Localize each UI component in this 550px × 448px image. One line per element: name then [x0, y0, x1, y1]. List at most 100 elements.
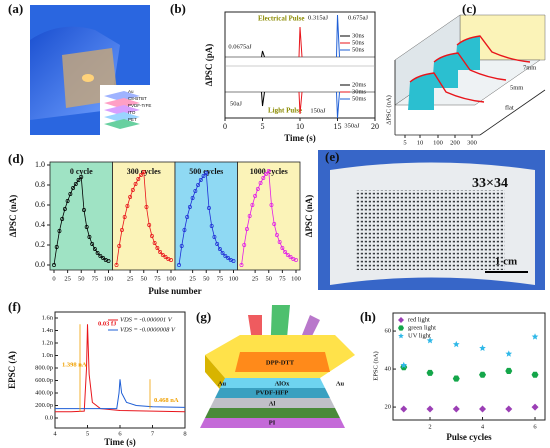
data-point	[479, 405, 487, 413]
data-point	[288, 255, 293, 259]
x-tick-label: 10	[417, 139, 424, 146]
data-point	[217, 247, 222, 251]
data-point	[505, 350, 513, 357]
data-point	[144, 205, 149, 209]
pulse-spike	[336, 91, 340, 119]
layer-label: PI	[269, 419, 276, 426]
subpanel-bg	[237, 161, 301, 271]
x-tick-label: 50	[266, 275, 273, 282]
series-line	[55, 379, 186, 410]
data-point	[242, 243, 247, 247]
pulse-spike	[336, 14, 340, 58]
y-axis-title: EPSC (nA)	[372, 351, 379, 380]
pulse-spike	[261, 91, 265, 107]
data-point	[531, 333, 539, 340]
data-point	[452, 375, 460, 382]
data-point	[253, 194, 258, 198]
data-point	[185, 215, 190, 219]
data-point	[87, 235, 92, 239]
data-point	[84, 225, 89, 229]
data-point	[505, 405, 513, 413]
layer-label: Au	[218, 380, 227, 387]
data-point	[196, 183, 201, 187]
x-tick-label: 8	[183, 430, 186, 437]
series-label: 7mm	[523, 64, 536, 71]
annotation: 150aJ	[310, 107, 326, 114]
legend-marker	[398, 333, 404, 339]
annotation: 0.03 fJ	[98, 321, 117, 328]
data-point	[294, 258, 298, 262]
layer-label: PVDF-HFP	[256, 389, 289, 396]
x-tick-label: 100	[166, 275, 176, 282]
data-point	[193, 189, 198, 193]
data-point	[160, 253, 165, 257]
data-point	[255, 187, 260, 191]
layer-label: Au	[336, 380, 345, 387]
y-tick-label: 1.6n	[42, 314, 54, 321]
data-point	[79, 175, 84, 179]
x-tick-label: 50	[78, 275, 85, 282]
x-tick-label: 100	[291, 275, 301, 282]
x-tick-label: 7	[151, 430, 155, 437]
y-tick-label: 60	[385, 328, 392, 335]
data-point	[479, 344, 486, 351]
subpanel-title: 300 cycles	[127, 167, 161, 176]
layer-label: PET	[128, 117, 137, 122]
data-point	[125, 204, 130, 208]
x-tick-label: 50	[203, 275, 210, 282]
x-tick-label: 25	[64, 275, 71, 282]
data-point	[187, 205, 192, 209]
x-tick-label: 2	[428, 423, 431, 430]
data-point	[133, 182, 138, 186]
data-point	[283, 250, 288, 254]
panel-label: (h)	[360, 309, 376, 324]
data-point	[223, 254, 228, 258]
x-tick-label: 5	[86, 430, 89, 437]
data-point	[106, 259, 111, 263]
annotation: 1.398 nA	[62, 361, 87, 368]
data-point	[505, 367, 513, 374]
data-point	[250, 203, 255, 207]
panel-label: (e)	[325, 149, 339, 164]
x-axis-title: Time (s)	[284, 133, 316, 143]
data-point	[231, 259, 236, 263]
data-point	[258, 181, 263, 185]
data-point	[212, 235, 217, 239]
panel-label: (f)	[8, 299, 21, 314]
data-point	[98, 254, 103, 258]
data-point	[247, 214, 252, 218]
y-tick-label: 0.2	[35, 240, 45, 249]
legend-label: 50ms	[352, 95, 367, 102]
data-point	[155, 246, 160, 250]
x-tick-label: 10	[296, 122, 304, 131]
data-point	[244, 227, 249, 231]
x-tick-label: 5	[261, 122, 265, 131]
data-point	[177, 263, 181, 267]
data-point	[190, 196, 195, 200]
x-tick-label: 75	[154, 275, 161, 282]
data-point	[261, 176, 266, 180]
y-axis-title: EPSC (A)	[7, 351, 17, 389]
x-tick-label: 6	[533, 423, 537, 430]
annotation: 0.468 nA	[154, 397, 179, 404]
legend-marker	[398, 325, 404, 331]
layer-label: Al	[269, 400, 276, 407]
y-axis-title: ΔPSC (nA)	[8, 195, 18, 237]
data-point	[226, 256, 230, 260]
pulse-spike	[261, 50, 265, 58]
y-axis-title-right: ΔPSC (nA)	[304, 195, 314, 237]
x-tick-label: 100	[104, 275, 114, 282]
plot-frame	[392, 312, 546, 421]
data-point	[280, 246, 285, 250]
data-point	[92, 247, 97, 251]
layer-label: ITO	[128, 110, 136, 115]
panel-label: (g)	[196, 309, 211, 324]
layer-label: PVDF-TrFE	[128, 103, 151, 108]
legend-label: 50ns	[352, 46, 365, 53]
panel-label: (c)	[462, 1, 476, 16]
data-point	[147, 223, 152, 227]
y-tick-label: 600.0p	[35, 377, 53, 384]
legend-label: 50ns	[352, 39, 365, 46]
data-point	[285, 253, 290, 257]
